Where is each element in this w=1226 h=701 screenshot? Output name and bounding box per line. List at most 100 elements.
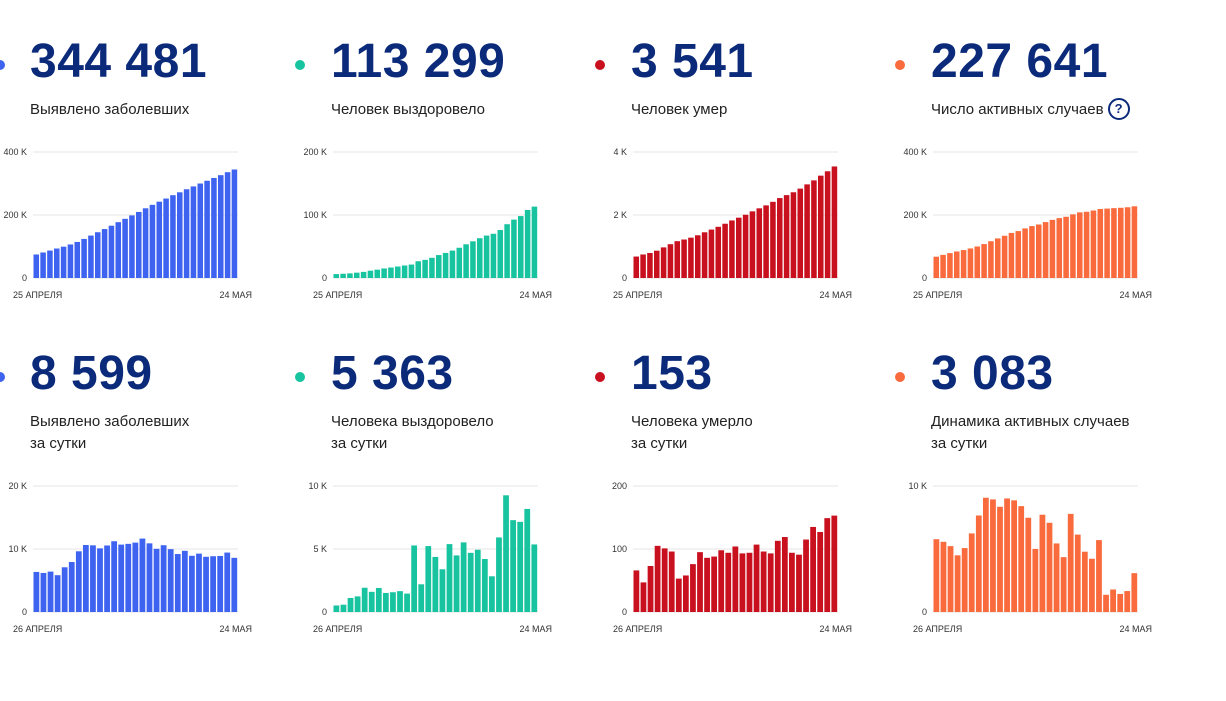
card-recovered: 113 299 Человек выздоровело 0 100 K 200 K 2… xyxy=(295,30,580,330)
bar xyxy=(340,273,346,278)
bar xyxy=(142,208,149,278)
bar xyxy=(681,239,687,278)
bar xyxy=(503,495,509,612)
bar xyxy=(1104,208,1110,278)
bar xyxy=(510,520,516,612)
bar xyxy=(436,255,442,278)
bar xyxy=(132,542,139,612)
bar xyxy=(667,244,674,278)
x-start-label: 26 АПРЕЛЯ xyxy=(613,624,662,634)
card-confirmed-daily: 8 599 Выявлено заболевших за сутки 0 10 K… xyxy=(0,342,280,642)
x-start-label: 25 АПРЕЛЯ xyxy=(313,290,362,300)
bar xyxy=(961,548,968,612)
bar xyxy=(1074,534,1081,612)
bar xyxy=(139,538,146,612)
bar xyxy=(418,584,425,612)
bar xyxy=(496,537,502,612)
bar xyxy=(940,254,946,278)
bar xyxy=(224,552,231,612)
y-tick-label: 10 K xyxy=(8,544,27,554)
bar xyxy=(1022,228,1028,278)
bar xyxy=(181,550,188,612)
bar xyxy=(690,564,696,612)
bar xyxy=(1090,210,1097,278)
series-dot xyxy=(595,60,605,70)
bar xyxy=(1018,506,1025,612)
bar xyxy=(101,229,108,278)
bar xyxy=(760,551,767,612)
y-tick-label: 100 K xyxy=(303,210,327,220)
bar xyxy=(818,175,824,278)
card-label-line2: за сутки xyxy=(931,435,988,452)
bar xyxy=(404,593,410,612)
bar xyxy=(660,247,667,278)
card-label: Выявлено заболевших за сутки xyxy=(30,411,189,455)
help-icon[interactable]: ? xyxy=(1107,98,1130,121)
bar xyxy=(981,244,987,278)
bar xyxy=(1081,551,1088,612)
bar xyxy=(129,215,135,278)
bar xyxy=(967,248,974,278)
bar xyxy=(524,210,531,278)
bar xyxy=(824,518,831,612)
card-recovered-daily: 5 363 Человека выздоровело за сутки 0 5 K… xyxy=(295,342,580,642)
x-end-label: 24 МАЯ xyxy=(1119,624,1152,634)
bar xyxy=(368,591,375,612)
bar xyxy=(196,553,202,612)
x-start-label: 26 АПРЕЛЯ xyxy=(313,624,362,634)
bar xyxy=(75,551,82,612)
y-tick-label: 200 K xyxy=(3,210,27,220)
bar xyxy=(997,506,1003,612)
card-label-line1: Динамика активных случаев xyxy=(931,413,1130,430)
bar xyxy=(189,555,195,612)
bar-chart: 0 2 K 4 K 25 АПРЕЛЯ 24 МАЯ xyxy=(613,147,852,300)
bar xyxy=(340,604,347,612)
bar xyxy=(1063,216,1069,278)
bar xyxy=(995,238,1001,278)
bar xyxy=(975,515,982,612)
bar xyxy=(149,204,156,278)
card-label-line1: Выявлено заболевших xyxy=(30,413,190,430)
bar xyxy=(111,541,118,612)
y-tick-label: 10 K xyxy=(908,481,927,491)
bar xyxy=(477,238,483,278)
bar xyxy=(415,261,422,278)
bar xyxy=(1089,558,1095,612)
bar xyxy=(1025,517,1032,612)
bar xyxy=(517,521,524,612)
bar xyxy=(401,265,408,278)
bar xyxy=(333,605,340,612)
bar xyxy=(531,206,538,278)
bar xyxy=(1049,219,1056,278)
y-tick-label: 0 xyxy=(322,607,327,617)
x-end-label: 24 МАЯ xyxy=(519,624,552,634)
bar xyxy=(95,232,101,278)
bar xyxy=(408,264,415,278)
y-tick-label: 200 xyxy=(612,481,627,491)
bar xyxy=(411,545,418,612)
card-label: Число активных случаев? xyxy=(931,98,1130,121)
daily-value: 5 363 xyxy=(331,347,454,400)
daily-value: 3 083 xyxy=(931,347,1054,400)
bar xyxy=(354,596,361,612)
card-label-line1: Человека выздоровело xyxy=(331,413,494,430)
x-start-label: 25 АПРЕЛЯ xyxy=(13,290,62,300)
y-tick-label: 400 K xyxy=(903,147,927,157)
bar xyxy=(497,230,504,278)
bar xyxy=(354,272,360,278)
daily-value: 8 599 xyxy=(30,347,153,400)
bar xyxy=(682,575,689,612)
bar xyxy=(118,544,125,612)
bar xyxy=(40,252,46,278)
bar xyxy=(940,541,947,612)
y-tick-label: 400 K xyxy=(3,147,27,157)
x-end-label: 24 МАЯ xyxy=(1119,290,1152,300)
bar xyxy=(1096,540,1102,612)
bar xyxy=(640,582,647,612)
bar xyxy=(947,546,954,612)
bar xyxy=(47,250,53,278)
series-dot xyxy=(895,372,905,382)
bar xyxy=(467,552,474,612)
bar xyxy=(1110,589,1116,612)
bar xyxy=(374,269,381,278)
